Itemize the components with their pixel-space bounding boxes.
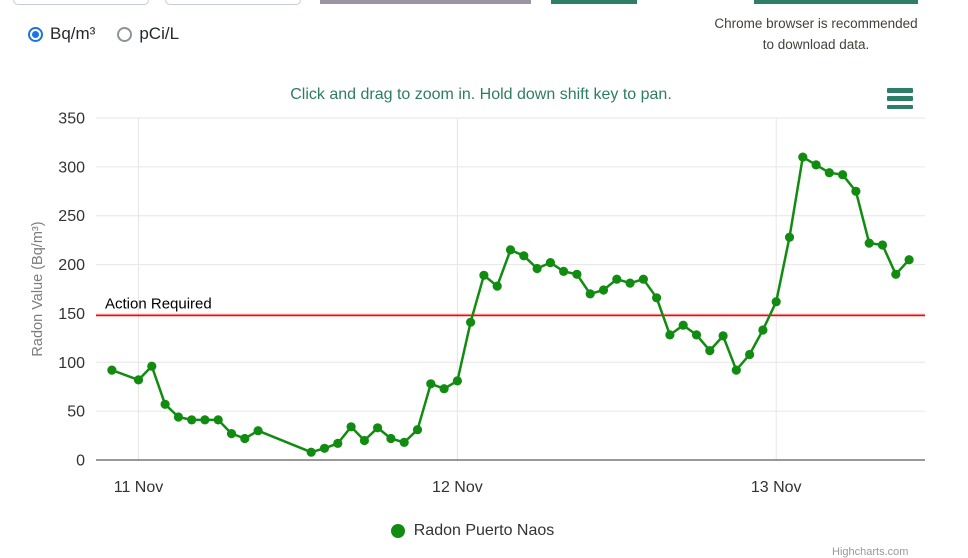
- data-point[interactable]: [452, 376, 462, 386]
- data-point[interactable]: [625, 278, 635, 288]
- data-point[interactable]: [904, 255, 914, 265]
- unit-toggle: Bq/m³ pCi/L: [28, 24, 179, 44]
- data-point[interactable]: [213, 415, 223, 425]
- data-point[interactable]: [758, 325, 768, 335]
- y-axis-title: Radon Value (Bq/m³): [30, 221, 46, 356]
- data-point[interactable]: [678, 320, 688, 330]
- series-line[interactable]: [110, 155, 911, 454]
- partial-green-button-1[interactable]: [551, 0, 637, 4]
- data-point[interactable]: [173, 412, 183, 422]
- data-point[interactable]: [718, 331, 728, 341]
- legend-marker-icon: [390, 524, 405, 538]
- data-point[interactable]: [133, 375, 144, 385]
- chart-legend[interactable]: Radon Puerto Naos: [0, 522, 945, 540]
- data-point[interactable]: [559, 266, 569, 276]
- data-point[interactable]: [784, 232, 795, 242]
- chart-hint: Click and drag to zoom in. Hold down shi…: [290, 86, 672, 103]
- data-point[interactable]: [200, 415, 210, 425]
- radio-selected-icon: [28, 26, 43, 42]
- download-note-line2: to download data.: [762, 37, 870, 52]
- legend-label: Radon Puerto Naos: [413, 522, 555, 539]
- data-point[interactable]: [798, 152, 808, 162]
- data-point[interactable]: [824, 168, 834, 178]
- data-point[interactable]: [240, 433, 250, 444]
- data-point[interactable]: [492, 281, 502, 291]
- data-point[interactable]: [585, 289, 595, 299]
- data-point[interactable]: [705, 346, 715, 356]
- download-note-line1: Chrome browser is recommended: [714, 16, 918, 31]
- y-axis-tick-label: 150: [58, 306, 85, 323]
- data-point[interactable]: [851, 186, 861, 196]
- radio-label-bqm3: Bq/m³: [50, 24, 96, 43]
- data-point[interactable]: [612, 274, 622, 284]
- data-point[interactable]: [333, 438, 343, 448]
- data-point[interactable]: [386, 433, 396, 444]
- data-point[interactable]: [253, 426, 263, 436]
- data-point[interactable]: [160, 399, 170, 409]
- data-point[interactable]: [572, 269, 582, 279]
- data-point[interactable]: [306, 447, 316, 457]
- data-point[interactable]: [147, 361, 157, 371]
- data-point[interactable]: [519, 251, 529, 261]
- data-point[interactable]: [466, 317, 476, 327]
- x-axis-tick-label: 12 Nov: [432, 479, 483, 496]
- partial-gray-control[interactable]: [320, 0, 531, 4]
- data-point[interactable]: [864, 238, 874, 248]
- data-point[interactable]: [479, 270, 489, 280]
- data-point[interactable]: [505, 245, 516, 255]
- radio-label-pcil: pCi/L: [139, 24, 180, 43]
- x-axis-tick-label: 11 Nov: [114, 479, 164, 496]
- data-point[interactable]: [545, 258, 556, 268]
- radio-option-bqm3[interactable]: Bq/m³: [28, 24, 95, 44]
- radio-unselected-icon: [117, 26, 133, 42]
- data-point[interactable]: [811, 160, 821, 170]
- data-point[interactable]: [346, 422, 356, 432]
- data-point[interactable]: [838, 170, 848, 180]
- data-point[interactable]: [532, 263, 542, 274]
- radio-option-pcil[interactable]: pCi/L: [117, 24, 179, 44]
- highcharts-credit[interactable]: Highcharts.com: [832, 546, 909, 558]
- y-axis-tick-label: 350: [58, 111, 85, 128]
- data-point[interactable]: [598, 285, 609, 295]
- data-point[interactable]: [399, 437, 409, 447]
- data-point[interactable]: [891, 269, 901, 279]
- data-point[interactable]: [771, 297, 781, 307]
- data-point[interactable]: [691, 330, 702, 340]
- data-point[interactable]: [319, 443, 330, 453]
- data-point[interactable]: [373, 423, 383, 433]
- data-point[interactable]: [638, 274, 649, 284]
- partial-green-button-2[interactable]: [754, 0, 918, 4]
- y-axis-tick-label: 200: [58, 257, 85, 274]
- data-point[interactable]: [412, 425, 423, 435]
- data-point[interactable]: [226, 429, 237, 439]
- data-point[interactable]: [652, 293, 662, 303]
- data-point[interactable]: [439, 384, 449, 394]
- y-axis-tick-label: 50: [67, 404, 85, 421]
- y-axis-tick-label: 0: [76, 453, 85, 470]
- chart-context-menu-button[interactable]: [887, 88, 913, 109]
- data-point[interactable]: [107, 365, 117, 375]
- data-point[interactable]: [187, 415, 197, 425]
- action-required-label: Action Required: [105, 295, 212, 312]
- download-note: Chrome browser is recommended to downloa…: [680, 13, 952, 55]
- y-axis-tick-label: 100: [58, 355, 85, 372]
- hamburger-menu-icon: [887, 96, 913, 101]
- hamburger-menu-icon: [887, 104, 913, 109]
- x-axis-tick-label: 13 Nov: [751, 479, 802, 496]
- data-point[interactable]: [731, 365, 741, 375]
- y-axis-tick-label: 250: [58, 208, 85, 225]
- hamburger-menu-icon: [887, 88, 913, 93]
- data-point[interactable]: [359, 435, 369, 446]
- y-axis-tick-label: 300: [58, 159, 85, 176]
- data-point[interactable]: [426, 379, 436, 389]
- data-point[interactable]: [877, 240, 888, 250]
- data-point[interactable]: [745, 349, 755, 360]
- data-point[interactable]: [665, 330, 675, 340]
